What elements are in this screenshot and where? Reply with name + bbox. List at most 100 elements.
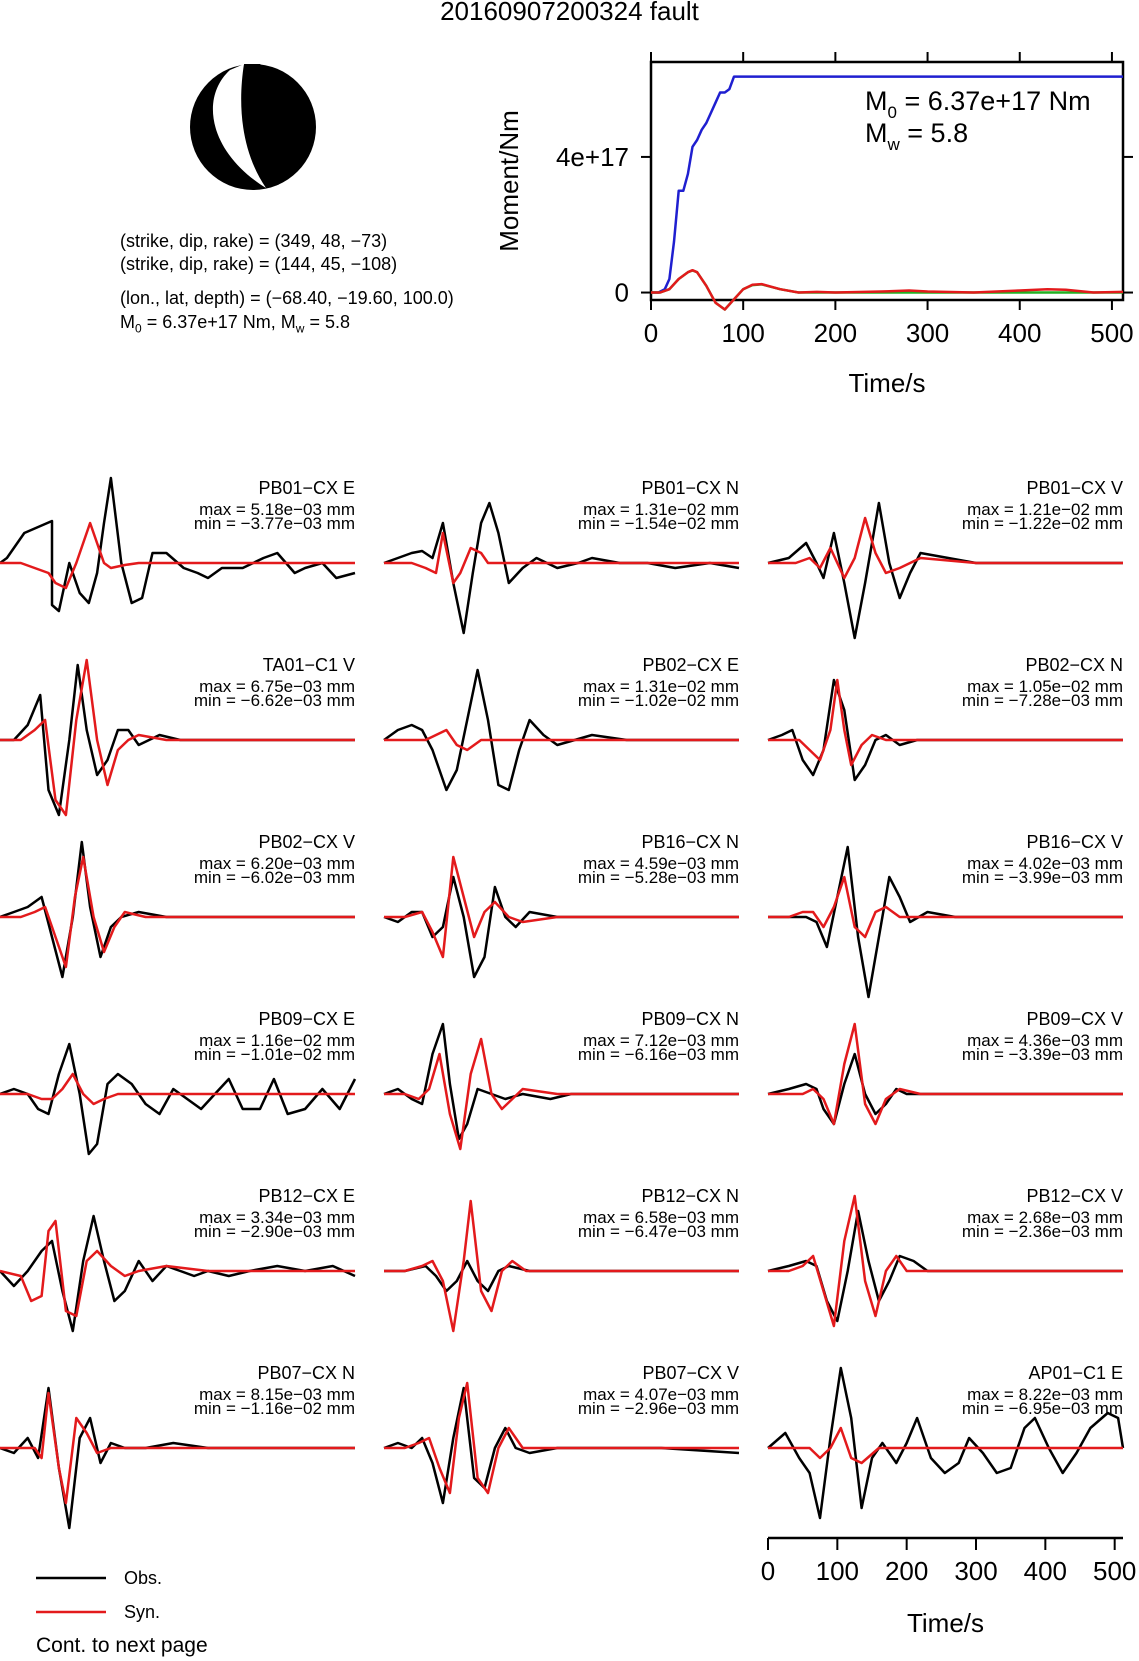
- station-min: min = −6.95e−03 mm: [962, 1399, 1123, 1418]
- time-axis-tick-label: 400: [1024, 1556, 1067, 1586]
- time-axis-tick-label: 500: [1093, 1556, 1136, 1586]
- beachball: [188, 62, 318, 197]
- syn-trace: [384, 728, 739, 752]
- station-name: PB02−CX E: [642, 655, 739, 675]
- station-name: PB09−CX V: [1026, 1009, 1123, 1029]
- legend: Obs. Syn.: [36, 1562, 196, 1637]
- stf-x-tick-label: 500: [1090, 318, 1133, 348]
- obs-trace: [384, 1259, 739, 1293]
- station-max: max = 5.18e−03 mm: [199, 500, 355, 519]
- syn-trace: [0, 1219, 355, 1318]
- stf-x-tick-label: 200: [814, 318, 857, 348]
- stf-y-tick-label: 4e+17: [556, 142, 629, 172]
- time-axis-tick-label: 100: [816, 1556, 859, 1586]
- stf-series-2: [651, 268, 1124, 311]
- stf-x-tick-label: 100: [721, 318, 764, 348]
- station-min: min = −6.62e−03 mm: [194, 691, 355, 710]
- time-axis-label: Time/s: [907, 1608, 984, 1638]
- station-min: min = −6.02e−03 mm: [194, 868, 355, 887]
- station-min: min = −6.16e−03 mm: [578, 1045, 739, 1064]
- station-min: min = −1.01e−02 mm: [194, 1045, 355, 1064]
- station-min: min = −1.22e−02 mm: [962, 514, 1123, 533]
- station-max: max = 3.34e−03 mm: [199, 1208, 355, 1227]
- obs-trace: [0, 1386, 355, 1530]
- focal-mechanism-icon: [190, 64, 316, 190]
- syn-trace: [768, 516, 1123, 580]
- time-axis-tick-label: 300: [954, 1556, 997, 1586]
- station-name: PB01−CX V: [1026, 478, 1123, 498]
- syn-trace: [0, 1391, 355, 1505]
- stf-x-tick-label: 400: [998, 318, 1041, 348]
- stf-y-axis-label: Moment/Nm: [494, 110, 524, 252]
- station-name: PB12−CX N: [641, 1186, 739, 1206]
- station-min: min = −2.90e−03 mm: [194, 1222, 355, 1241]
- syn-trace: [768, 1426, 1123, 1465]
- station-name: PB07−CX V: [642, 1363, 739, 1383]
- station-name: PB12−CX V: [1026, 1186, 1123, 1206]
- station-max: max = 1.16e−02 mm: [199, 1031, 355, 1050]
- station-min: min = −5.28e−03 mm: [578, 868, 739, 887]
- station-max: max = 4.02e−03 mm: [967, 854, 1123, 873]
- waveform-time-axis: 0 100 200 300 400 500 Time/s: [761, 1536, 1136, 1638]
- time-axis-tick-label: 200: [885, 1556, 928, 1586]
- station-name: PB16−CX V: [1026, 832, 1123, 852]
- syn-trace: [384, 1199, 739, 1333]
- station-name: PB02−CX N: [1025, 655, 1123, 675]
- time-axis-tick-label: 0: [761, 1556, 775, 1586]
- syn-trace: [768, 1022, 1123, 1126]
- syn-trace: [768, 1194, 1123, 1328]
- station-min: min = −3.39e−03 mm: [962, 1045, 1123, 1064]
- station-max: max = 6.58e−03 mm: [583, 1208, 739, 1227]
- station-name: PB02−CX V: [258, 832, 355, 852]
- station-max: max = 6.75e−03 mm: [199, 677, 355, 696]
- stf-x-tick-label: 0: [644, 318, 658, 348]
- station-name: PB07−CX N: [257, 1363, 355, 1383]
- syn-trace: [768, 875, 1123, 939]
- station-name: PB16−CX N: [641, 832, 739, 852]
- nodal-plane-1: (strike, dip, rake) = (349, 48, −73): [120, 231, 388, 251]
- obs-trace: [383, 875, 739, 979]
- stf-x-tick-label: 300: [906, 318, 949, 348]
- syn-trace: [384, 855, 739, 959]
- station-min: min = −7.28e−03 mm: [962, 691, 1123, 710]
- obs-trace: [383, 668, 739, 792]
- syn-trace: [384, 1381, 739, 1495]
- station-min: min = −6.47e−03 mm: [578, 1222, 739, 1241]
- station-min: min = −2.36e−03 mm: [962, 1222, 1123, 1241]
- legend-syn-label: Syn.: [124, 1602, 160, 1622]
- continuation-note: Cont. to next page: [36, 1634, 208, 1657]
- syn-trace: [768, 678, 1123, 767]
- station-min: min = −2.96e−03 mm: [578, 1399, 739, 1418]
- stf-series-0: [651, 75, 1123, 294]
- syn-trace: [0, 658, 355, 817]
- station-name: PB01−CX E: [258, 478, 355, 498]
- stf-y-tick-label: 0: [615, 278, 629, 308]
- station-max: max = 1.05e−02 mm: [967, 677, 1123, 696]
- obs-trace: [0, 1042, 357, 1156]
- obs-trace: [0, 476, 356, 613]
- station-name: AP01−C1 E: [1028, 1363, 1123, 1383]
- page-title: 20160907200324 fault: [440, 0, 699, 26]
- syn-trace: [0, 855, 355, 969]
- moment-magnitude: M0 = 6.37e+17 Nm, Mw = 5.8: [120, 312, 350, 336]
- station-max: max = 8.15e−03 mm: [199, 1385, 355, 1404]
- station-name: TA01−C1 V: [263, 655, 355, 675]
- stf-plot-frame: [649, 60, 1125, 302]
- station-max: max = 4.07e−03 mm: [583, 1385, 739, 1404]
